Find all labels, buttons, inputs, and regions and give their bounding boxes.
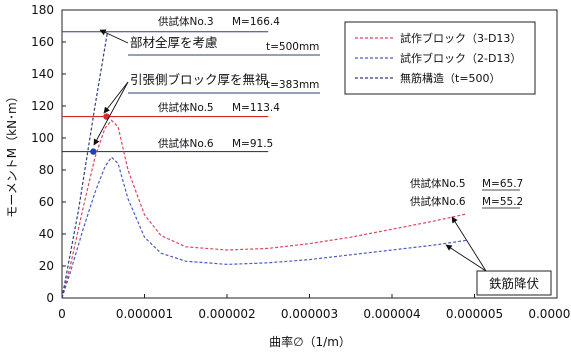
series-line xyxy=(61,119,467,299)
y-tick-label: 120 xyxy=(31,99,54,113)
y-tick-label: 20 xyxy=(39,259,54,273)
y-tick-label: 60 xyxy=(39,195,54,209)
y-tick-label: 40 xyxy=(39,227,54,241)
legend-label-2d13: 試作ブロック（2-D13） xyxy=(400,51,521,65)
x-tick-label: 0.000001 xyxy=(116,307,173,321)
series-lines xyxy=(61,32,467,299)
annotation-full-thickness-t: t=500mm xyxy=(266,41,319,53)
x-tick-label: 0.000003 xyxy=(281,307,338,321)
arrow-yield-2d13 xyxy=(445,244,487,272)
x-tick-label: 0.000006 xyxy=(528,307,571,321)
annotation-end-no5-label: 供試体No.5 xyxy=(410,177,466,190)
annotation-end-no5-value: M=65.7 xyxy=(482,178,523,190)
x-tick-label: 0.000004 xyxy=(363,307,420,321)
x-tick-label: 0 xyxy=(58,307,66,321)
annotation-no3-value: M=166.4 xyxy=(232,16,280,28)
data-markers xyxy=(90,113,110,155)
legend-label-plain: 無筋構造（t=500） xyxy=(400,71,501,85)
annotation-no5-value: M=113.4 xyxy=(232,102,280,114)
series-line xyxy=(61,156,467,299)
x-tick-label: 0.000005 xyxy=(446,307,503,321)
annotation-no3-label: 供試体No.3 xyxy=(158,15,214,28)
arrow-to-no3 xyxy=(99,29,129,44)
y-tick-label: 180 xyxy=(31,3,54,17)
rebar-yield-box xyxy=(476,270,552,296)
x-tick-label: 0.000002 xyxy=(198,307,255,321)
legend: 試作ブロック（3-D13） 試作ブロック（2-D13） 無筋構造（t=500） xyxy=(344,21,536,95)
annotation-end-no6-value: M=55.2 xyxy=(482,196,523,208)
annotation-end-no6-label: 供試体No.6 xyxy=(410,195,466,208)
point-marker xyxy=(103,113,110,120)
y-axis-ticks: 0 20 40 60 80 100 120 140 160 180 xyxy=(31,3,66,305)
annotation-no6-label: 供試体No.6 xyxy=(158,137,214,150)
point-marker xyxy=(90,148,97,155)
y-tick-label: 80 xyxy=(39,163,54,177)
annotation-no5-label: 供試体No.5 xyxy=(158,101,214,114)
y-tick-label: 100 xyxy=(31,131,54,145)
annotation-no6-value: M=91.5 xyxy=(232,138,273,150)
y-tick-label: 160 xyxy=(31,35,54,49)
x-axis-ticks: 0 0.000001 0.000002 0.000003 0.000004 0.00000… xyxy=(58,294,571,321)
arrow-yield-3d13 xyxy=(451,216,487,272)
annotation-ignore-block: 引張側ブロック厚を無視 xyxy=(130,72,268,87)
annotation-ignore-block-t: t=383mm xyxy=(266,79,319,91)
arrow-to-no5 xyxy=(103,81,129,114)
series-line xyxy=(61,32,108,299)
annotation-full-thickness: 部材全厚を考慮 xyxy=(130,35,218,50)
y-tick-label: 0 xyxy=(46,291,54,305)
y-axis-title: モーメントM（kN･m） xyxy=(5,90,19,218)
arrow-to-no6 xyxy=(93,81,129,146)
annotation-rebar-yield: 鉄筋降伏 xyxy=(489,276,540,291)
x-axis-title: 曲率∅（1/m） xyxy=(269,334,351,349)
y-tick-label: 140 xyxy=(31,67,54,81)
legend-label-3d13: 試作ブロック（3-D13） xyxy=(400,31,521,45)
